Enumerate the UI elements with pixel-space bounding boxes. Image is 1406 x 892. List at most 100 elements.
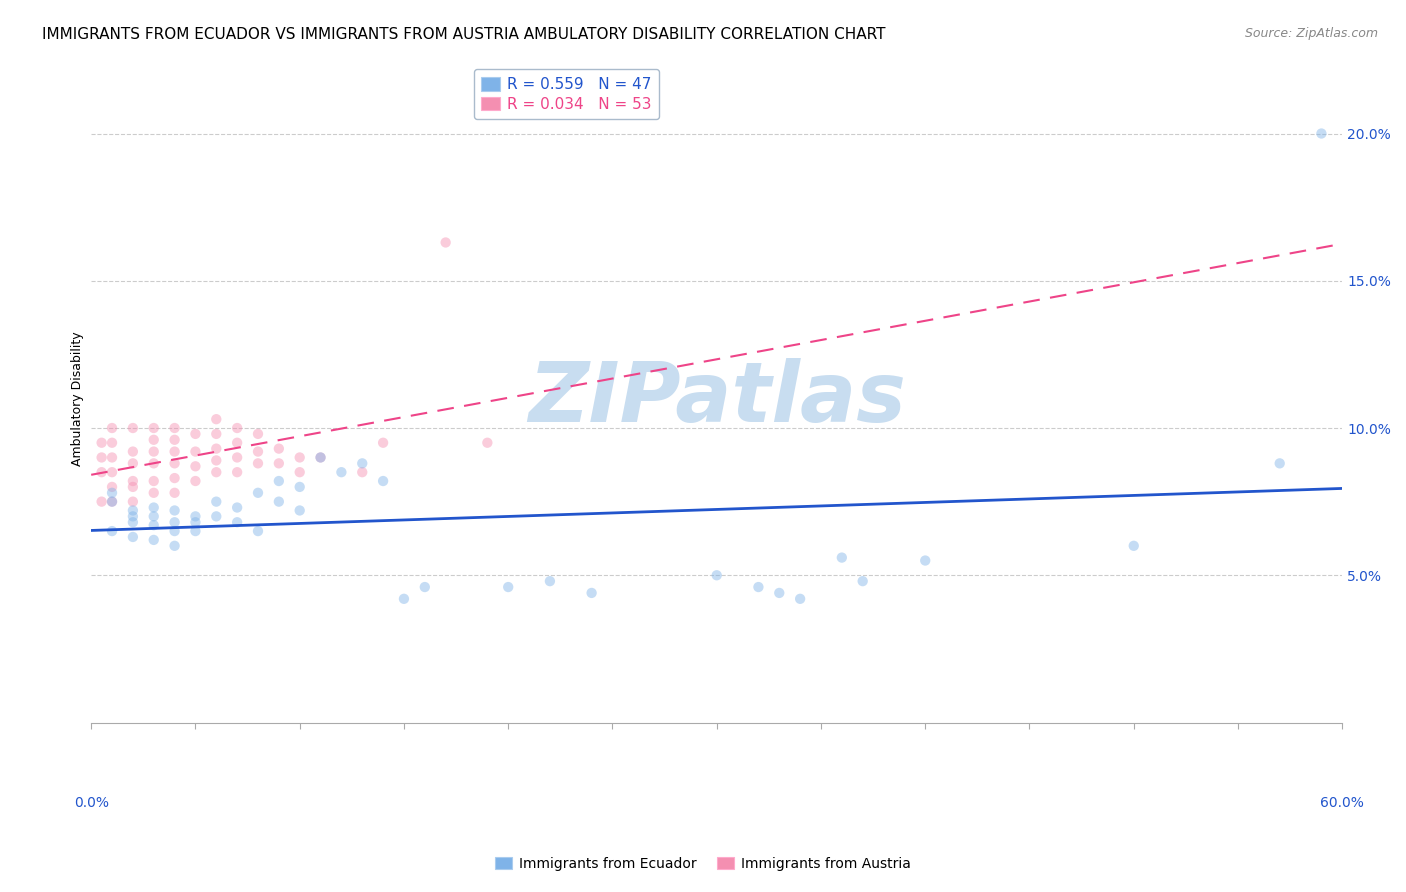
Point — [142, 456, 165, 470]
Point — [309, 450, 332, 465]
Point — [122, 474, 145, 488]
Point — [101, 524, 124, 538]
Point — [205, 453, 228, 467]
Point — [142, 421, 165, 435]
Point — [142, 444, 165, 458]
Point — [142, 500, 165, 515]
Point — [184, 515, 207, 529]
Point — [1310, 127, 1333, 141]
Point — [1122, 539, 1144, 553]
Point — [122, 509, 145, 524]
Point — [352, 465, 374, 479]
Point — [122, 494, 145, 508]
Point — [205, 465, 228, 479]
Point — [122, 444, 145, 458]
Point — [267, 442, 290, 456]
Point — [163, 539, 186, 553]
Point — [90, 465, 112, 479]
Point — [852, 574, 875, 589]
Point — [142, 474, 165, 488]
Point — [205, 494, 228, 508]
Y-axis label: Ambulatory Disability: Ambulatory Disability — [72, 331, 84, 466]
Point — [184, 459, 207, 474]
Point — [831, 550, 853, 565]
Point — [371, 435, 394, 450]
Point — [122, 480, 145, 494]
Point — [122, 530, 145, 544]
Point — [122, 421, 145, 435]
Point — [288, 465, 311, 479]
Point — [392, 591, 415, 606]
Point — [101, 485, 124, 500]
Point — [205, 442, 228, 456]
Point — [330, 465, 353, 479]
Point — [184, 524, 207, 538]
Point — [434, 235, 457, 250]
Point — [184, 474, 207, 488]
Point — [142, 509, 165, 524]
Point — [142, 485, 165, 500]
Point — [226, 435, 249, 450]
Point — [352, 456, 374, 470]
Point — [789, 591, 811, 606]
Point — [163, 524, 186, 538]
Point — [706, 568, 728, 582]
Point — [288, 503, 311, 517]
Point — [122, 515, 145, 529]
Point — [246, 524, 269, 538]
Point — [122, 503, 145, 517]
Point — [226, 465, 249, 479]
Point — [101, 465, 124, 479]
Point — [101, 480, 124, 494]
Point — [142, 518, 165, 533]
Point — [413, 580, 436, 594]
Point — [184, 426, 207, 441]
Point — [142, 433, 165, 447]
Point — [288, 480, 311, 494]
Point — [246, 426, 269, 441]
Point — [205, 412, 228, 426]
Point — [288, 450, 311, 465]
Point — [163, 471, 186, 485]
Point — [101, 435, 124, 450]
Point — [205, 426, 228, 441]
Point — [163, 485, 186, 500]
Text: 60.0%: 60.0% — [1320, 797, 1364, 810]
Point — [101, 421, 124, 435]
Point — [246, 444, 269, 458]
Point — [163, 515, 186, 529]
Text: Source: ZipAtlas.com: Source: ZipAtlas.com — [1244, 27, 1378, 40]
Point — [371, 474, 394, 488]
Point — [163, 421, 186, 435]
Point — [142, 533, 165, 547]
Point — [163, 503, 186, 517]
Point — [309, 450, 332, 465]
Point — [184, 509, 207, 524]
Point — [101, 494, 124, 508]
Point — [163, 433, 186, 447]
Point — [914, 553, 936, 567]
Point — [101, 494, 124, 508]
Point — [226, 450, 249, 465]
Point — [1268, 456, 1291, 470]
Point — [477, 435, 499, 450]
Point — [163, 456, 186, 470]
Point — [246, 456, 269, 470]
Text: IMMIGRANTS FROM ECUADOR VS IMMIGRANTS FROM AUSTRIA AMBULATORY DISABILITY CORRELA: IMMIGRANTS FROM ECUADOR VS IMMIGRANTS FR… — [42, 27, 886, 42]
Point — [101, 450, 124, 465]
Point — [90, 435, 112, 450]
Point — [226, 421, 249, 435]
Point — [747, 580, 769, 594]
Point — [768, 586, 790, 600]
Point — [496, 580, 519, 594]
Point — [267, 494, 290, 508]
Legend: Immigrants from Ecuador, Immigrants from Austria: Immigrants from Ecuador, Immigrants from… — [489, 851, 917, 876]
Point — [90, 450, 112, 465]
Text: ZIPatlas: ZIPatlas — [527, 358, 905, 439]
Point — [246, 485, 269, 500]
Point — [122, 456, 145, 470]
Point — [205, 509, 228, 524]
Legend: R = 0.559   N = 47, R = 0.034   N = 53: R = 0.559 N = 47, R = 0.034 N = 53 — [474, 70, 659, 120]
Point — [163, 444, 186, 458]
Point — [90, 494, 112, 508]
